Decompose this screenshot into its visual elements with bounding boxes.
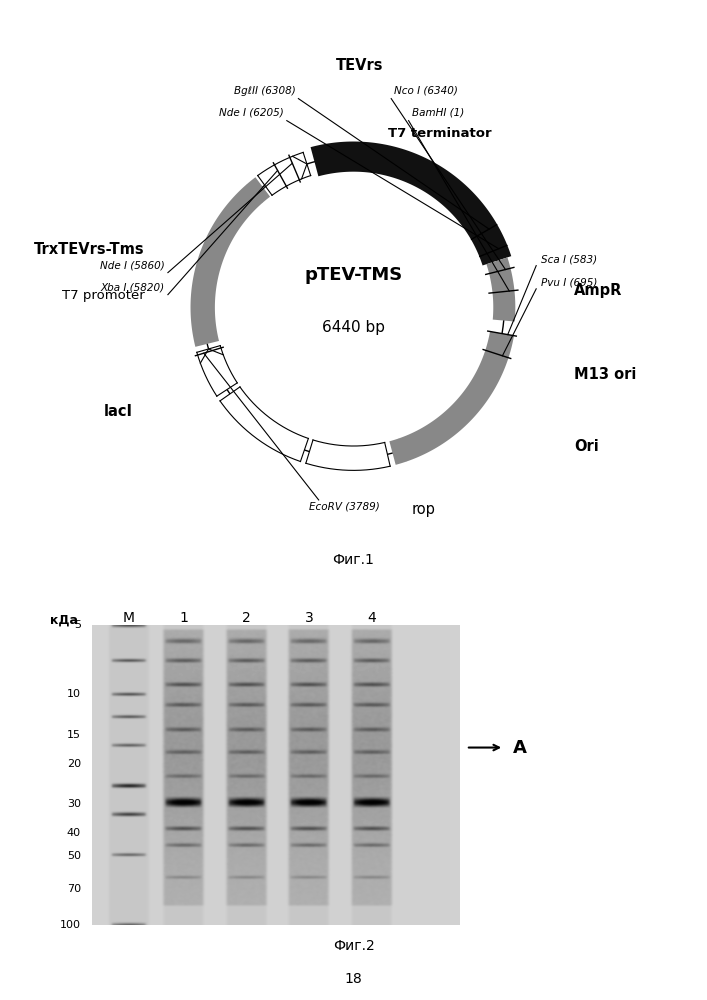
Text: pTEV-TMS: pTEV-TMS <box>305 266 402 284</box>
Text: Nde I (6205): Nde I (6205) <box>219 108 284 118</box>
Text: AmpR: AmpR <box>574 282 622 298</box>
Text: 40: 40 <box>66 828 81 838</box>
Polygon shape <box>247 184 263 203</box>
Text: 50: 50 <box>67 851 81 861</box>
Polygon shape <box>479 245 508 261</box>
Text: 1: 1 <box>180 610 188 624</box>
Text: TEVrs: TEVrs <box>336 57 383 73</box>
Text: 4: 4 <box>367 610 375 624</box>
Text: Sca I (583): Sca I (583) <box>541 254 597 264</box>
Text: 5: 5 <box>74 620 81 630</box>
Text: 2: 2 <box>242 610 251 624</box>
Polygon shape <box>258 152 310 195</box>
Text: Ori: Ori <box>574 439 599 454</box>
Polygon shape <box>197 346 238 396</box>
Text: 15: 15 <box>67 730 81 740</box>
Polygon shape <box>310 142 511 265</box>
Polygon shape <box>390 331 514 465</box>
Text: lacI: lacI <box>104 404 133 419</box>
Polygon shape <box>190 177 270 347</box>
Text: Pvu I (695): Pvu I (695) <box>541 278 597 288</box>
Text: 30: 30 <box>67 799 81 809</box>
Text: T7 promoter: T7 promoter <box>62 289 145 302</box>
Text: Фиг.1: Фиг.1 <box>332 553 375 567</box>
Polygon shape <box>392 438 407 462</box>
Text: 100: 100 <box>60 920 81 930</box>
Text: 20: 20 <box>66 759 81 769</box>
Text: 10: 10 <box>67 689 81 699</box>
Text: BamHI (1): BamHI (1) <box>411 108 464 118</box>
Polygon shape <box>200 349 223 363</box>
Text: Xba I (5820): Xba I (5820) <box>101 283 165 293</box>
Text: 3: 3 <box>305 610 313 624</box>
Text: 6440 bp: 6440 bp <box>322 320 385 335</box>
Text: Nde I (5860): Nde I (5860) <box>100 261 165 271</box>
Text: 18: 18 <box>344 972 363 986</box>
Polygon shape <box>293 156 307 179</box>
Text: Фиг.2: Фиг.2 <box>332 939 375 953</box>
Text: BgℓII (6308): BgℓII (6308) <box>234 86 296 96</box>
Polygon shape <box>220 387 308 462</box>
Polygon shape <box>486 257 515 322</box>
Text: EcoRV (3789): EcoRV (3789) <box>310 502 380 512</box>
Text: rop: rop <box>411 502 436 517</box>
Text: TrxTEVrs-Tms: TrxTEVrs-Tms <box>34 242 145 257</box>
Text: M: M <box>123 610 134 624</box>
Text: 70: 70 <box>66 884 81 894</box>
Text: T7 terminator: T7 terminator <box>388 127 492 140</box>
Text: Nco I (6340): Nco I (6340) <box>394 86 458 96</box>
Text: M13 ori: M13 ori <box>574 367 636 382</box>
Polygon shape <box>306 440 390 470</box>
Text: кДа: кДа <box>50 613 78 626</box>
Text: A: A <box>513 739 527 757</box>
